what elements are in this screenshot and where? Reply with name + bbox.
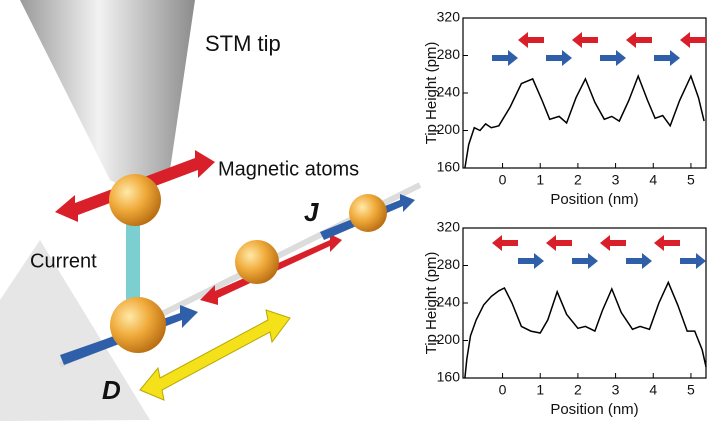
y-tick-label: 280: [437, 256, 461, 272]
plot-frame: [463, 228, 706, 378]
atom: [110, 297, 166, 353]
label: J: [304, 197, 319, 227]
x-tick-label: 2: [574, 382, 582, 398]
spin-arrow: [572, 32, 598, 48]
atom: [349, 194, 387, 232]
x-tick-label: 0: [499, 382, 507, 398]
spin-arrow: [492, 50, 518, 66]
spin-arrow: [680, 32, 706, 48]
y-axis-label: Tip Height (pm): [423, 42, 440, 145]
label: D: [102, 375, 121, 405]
label: Current: [30, 250, 97, 272]
x-axis-label: Position (nm): [550, 401, 638, 418]
label: Magnetic atoms: [218, 158, 359, 180]
y-tick-label: 240: [437, 294, 461, 310]
y-tick-label: 160: [437, 159, 461, 175]
illustration: STM tip Magnetic atoms Current J D: [0, 0, 420, 421]
line-chart: 160 200 240 280 320 0 1 2 3 4 5 Position (nm) Tip He…: [423, 9, 706, 208]
line-chart: 160 200 240 280 320 0 1 2 3 4 5 Position (nm) Tip He…: [423, 219, 706, 418]
atom: [109, 174, 161, 226]
x-tick-label: 3: [612, 172, 620, 188]
spin-arrow: [492, 235, 518, 251]
y-axis-label: Tip Height (pm): [423, 252, 440, 355]
y-tick-label: 320: [437, 9, 461, 25]
x-tick-label: 5: [687, 382, 695, 398]
x-tick-label: 1: [536, 172, 544, 188]
x-tick-label: 1: [536, 382, 544, 398]
x-tick-label: 5: [687, 172, 695, 188]
data-line: [465, 76, 704, 168]
spin-arrow: [626, 32, 652, 48]
y-tick-label: 240: [437, 84, 461, 100]
x-tick-label: 3: [612, 382, 620, 398]
data-line: [465, 282, 706, 378]
y-tick-label: 200: [437, 331, 461, 347]
x-tick-label: 2: [574, 172, 582, 188]
spin-arrow: [654, 50, 680, 66]
label: STM tip: [205, 31, 281, 56]
spin-arrow: [626, 253, 652, 269]
figure: STM tip Magnetic atoms Current J D 16020…: [0, 0, 708, 421]
y-tick-label: 280: [437, 46, 461, 62]
spin-arrow: [546, 50, 572, 66]
spin-arrow: [680, 253, 706, 269]
y-tick-label: 320: [437, 219, 461, 235]
spin-arrow: [572, 253, 598, 269]
x-tick-label: 4: [649, 382, 657, 398]
spin-arrow: [654, 235, 680, 251]
x-tick-label: 4: [649, 172, 657, 188]
x-tick-label: 0: [499, 172, 507, 188]
spin-arrow: [518, 253, 544, 269]
atom: [235, 240, 279, 284]
y-tick-label: 160: [437, 369, 461, 385]
spin-arrow: [546, 235, 572, 251]
spin-arrow: [600, 50, 626, 66]
x-axis-label: Position (nm): [550, 191, 638, 208]
stm-tip: [20, 0, 195, 188]
y-tick-label: 200: [437, 121, 461, 137]
spin-arrow: [600, 235, 626, 251]
spin-arrow: [518, 32, 544, 48]
